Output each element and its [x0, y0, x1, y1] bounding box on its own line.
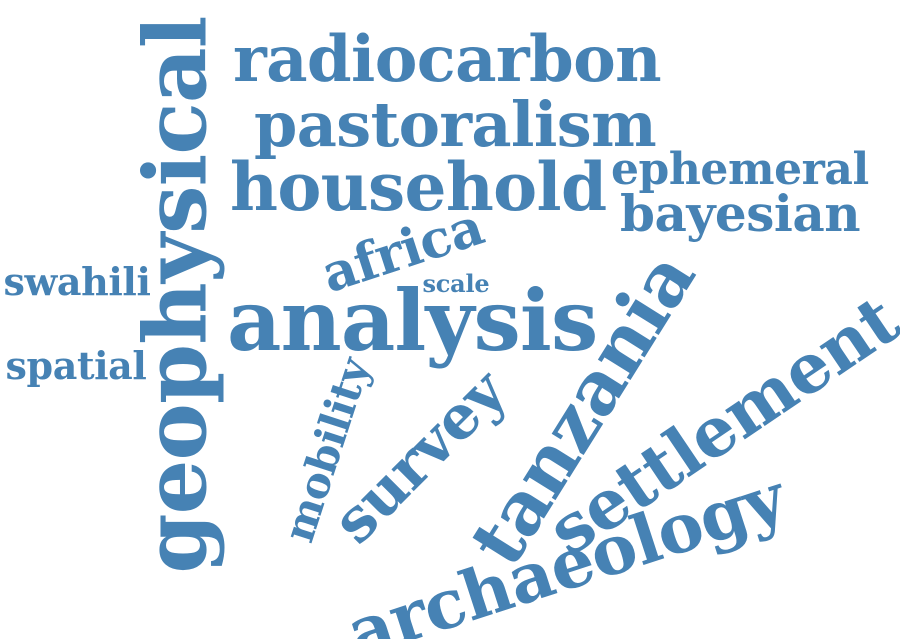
word-pastoralism: pastoralism	[254, 88, 657, 161]
word-scale: scale	[422, 269, 490, 298]
word-radiocarbon: radiocarbon	[233, 22, 662, 97]
word-swahili: swahili	[3, 259, 151, 304]
word-household: household	[230, 148, 607, 226]
word-bayesian: bayesian	[620, 184, 861, 243]
word-ephemeral: ephemeral	[611, 144, 869, 195]
word-analysis: analysis	[227, 271, 598, 370]
word-spatial: spatial	[5, 343, 147, 388]
